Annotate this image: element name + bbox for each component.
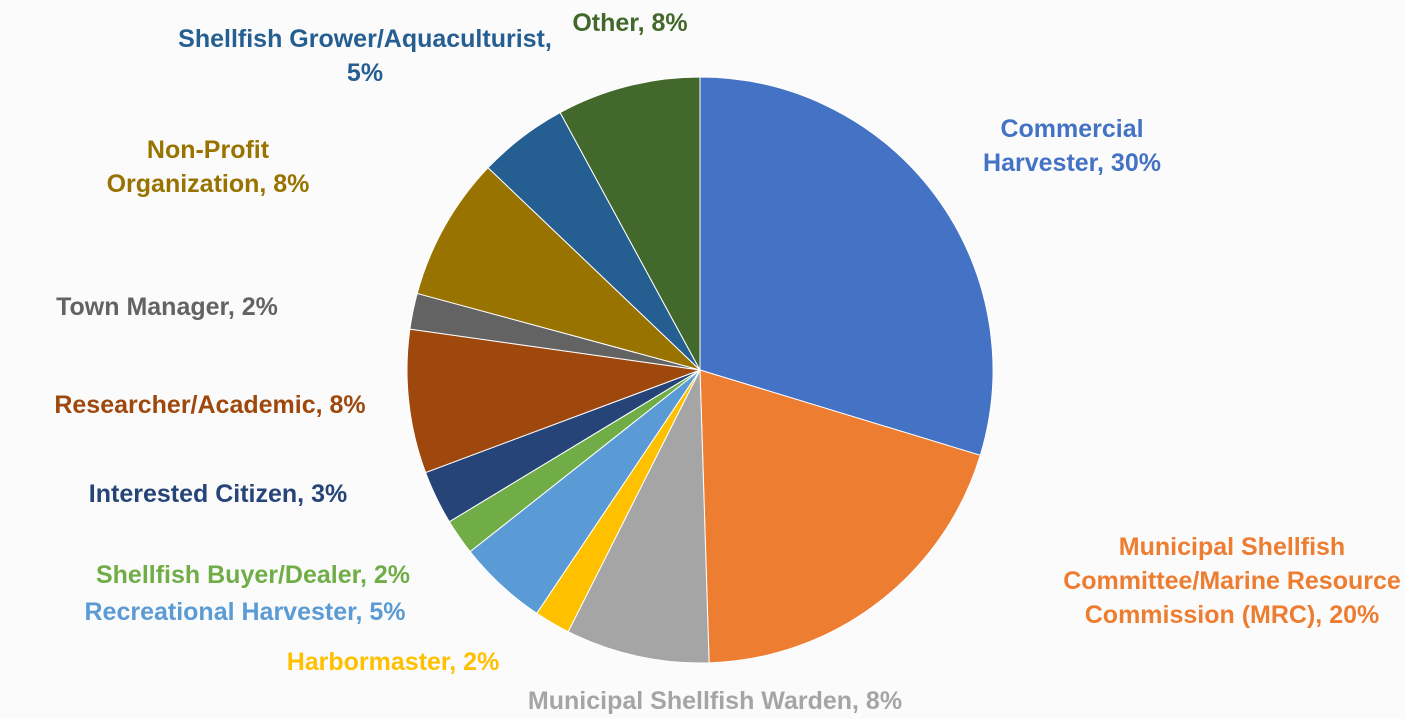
slice-label: Non-Profit Organization, 8% (106, 136, 310, 198)
pie-slice (699, 76, 994, 456)
slice-label: Researcher/Academic, 8% (54, 391, 366, 419)
slice-label: Commercial Harvester, 30% (983, 115, 1161, 177)
slice-label: Other, 8% (572, 9, 688, 37)
slice-label: Harbormaster, 2% (286, 648, 500, 676)
pie-slice (416, 166, 701, 371)
slice-label: Municipal Shellfish Committee/Marine Res… (1063, 533, 1401, 629)
slice-label: Shellfish Grower/Aquaculturist, 5% (178, 25, 552, 87)
pie-slice (567, 369, 710, 664)
pie-slice (699, 369, 981, 664)
slice-label: Recreational Harvester, 5% (84, 598, 406, 626)
slice-label: Municipal Shellfish Warden, 8% (527, 687, 903, 715)
slice-label: Shellfish Buyer/Dealer, 2% (95, 561, 411, 589)
slice-label: Interested Citizen, 3% (88, 480, 348, 508)
pie-slice (559, 76, 701, 371)
pie-slice (406, 328, 701, 474)
slice-label: Town Manager, 2% (56, 293, 278, 321)
